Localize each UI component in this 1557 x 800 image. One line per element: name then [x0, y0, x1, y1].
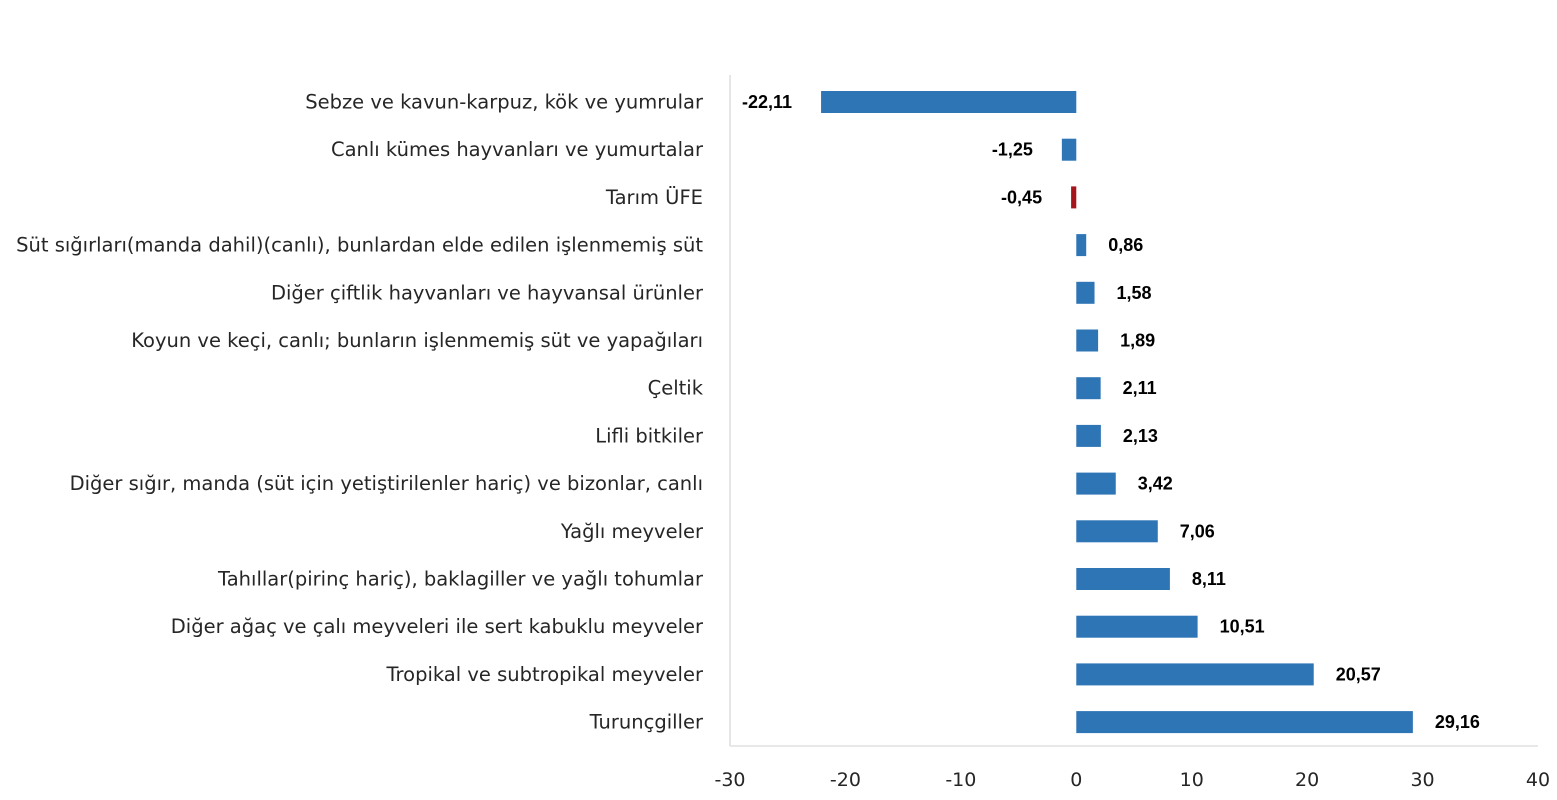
bar: [1076, 472, 1116, 495]
value-label: 10,51: [1220, 617, 1265, 637]
category-label: Diğer çiftlik hayvanları ve hayvansal ür…: [271, 281, 704, 304]
category-label: Tropikal ve subtropikal meyveler: [386, 663, 704, 686]
x-tick-label: 30: [1410, 769, 1434, 791]
category-label: Tahıllar(pirinç hariç), baklagiller ve y…: [217, 568, 704, 591]
bar: [821, 91, 1077, 113]
category-label: Süt sığırları(manda dahil)(canlı), bunla…: [16, 234, 703, 257]
value-labels: -22,11 -1,25 -0,45 0,86 1,58 1,89 2,11 2,13 3,42…: [742, 92, 1480, 732]
value-label: -1,25: [992, 140, 1033, 160]
category-label: Koyun ve keçi, canlı; bunların işlenmemi…: [131, 329, 703, 352]
value-label: 7,06: [1180, 521, 1215, 541]
value-label: -0,45: [1001, 187, 1042, 207]
value-label: 8,11: [1192, 569, 1226, 589]
category-label: Lifli bitkiler: [595, 424, 704, 447]
bar: [1076, 568, 1170, 590]
x-tick-label: -10: [945, 769, 976, 791]
value-label: 0,86: [1108, 235, 1143, 255]
value-label: 1,89: [1120, 331, 1155, 351]
bar: [1076, 520, 1158, 543]
category-label: Sebze ve kavun-karpuz, kök ve yumrular: [305, 91, 704, 114]
x-tick-label: 0: [1070, 769, 1082, 791]
bar: [1076, 234, 1087, 257]
x-tick-labels: -30 -20 -10 0 10 20 30 40: [714, 769, 1550, 791]
bar: [1076, 615, 1198, 638]
value-label: 3,42: [1138, 474, 1173, 494]
category-label: Diğer sığır, manda (süt için yetiştirile…: [70, 472, 703, 495]
category-label: Turunçgiller: [589, 711, 704, 734]
value-label: 20,57: [1336, 664, 1381, 684]
value-label: 2,11: [1123, 378, 1157, 398]
category-label: Diğer ağaç ve çalı meyveleri ile sert ka…: [171, 615, 704, 638]
x-tick-label: 40: [1526, 769, 1550, 791]
value-label: 1,58: [1117, 283, 1152, 303]
category-label: Canlı kümes hayvanları ve yumurtalar: [331, 138, 704, 161]
bar: [1071, 186, 1077, 209]
x-tick-label: -20: [830, 769, 861, 791]
value-label: 29,16: [1435, 712, 1480, 732]
bars: [821, 91, 1413, 734]
x-tick-label: -30: [714, 769, 745, 791]
bar: [1061, 138, 1077, 161]
value-label: -22,11: [742, 92, 792, 112]
category-label: Tarım ÜFE: [605, 186, 703, 209]
x-tick-label: 10: [1180, 769, 1204, 791]
bar: [1076, 377, 1101, 400]
bar: [1076, 329, 1099, 352]
bar: [1076, 424, 1101, 447]
category-labels: Sebze ve kavun-karpuz, kök ve yumrular Ca…: [16, 91, 704, 734]
category-label: Çeltik: [648, 377, 704, 400]
x-tick-label: 20: [1295, 769, 1319, 791]
category-label: Yağlı meyveler: [560, 520, 704, 543]
bar: [1076, 281, 1095, 304]
bar: [1076, 711, 1413, 734]
bar: [1076, 663, 1314, 686]
value-label: 2,13: [1123, 426, 1158, 446]
axes: [729, 75, 1538, 747]
